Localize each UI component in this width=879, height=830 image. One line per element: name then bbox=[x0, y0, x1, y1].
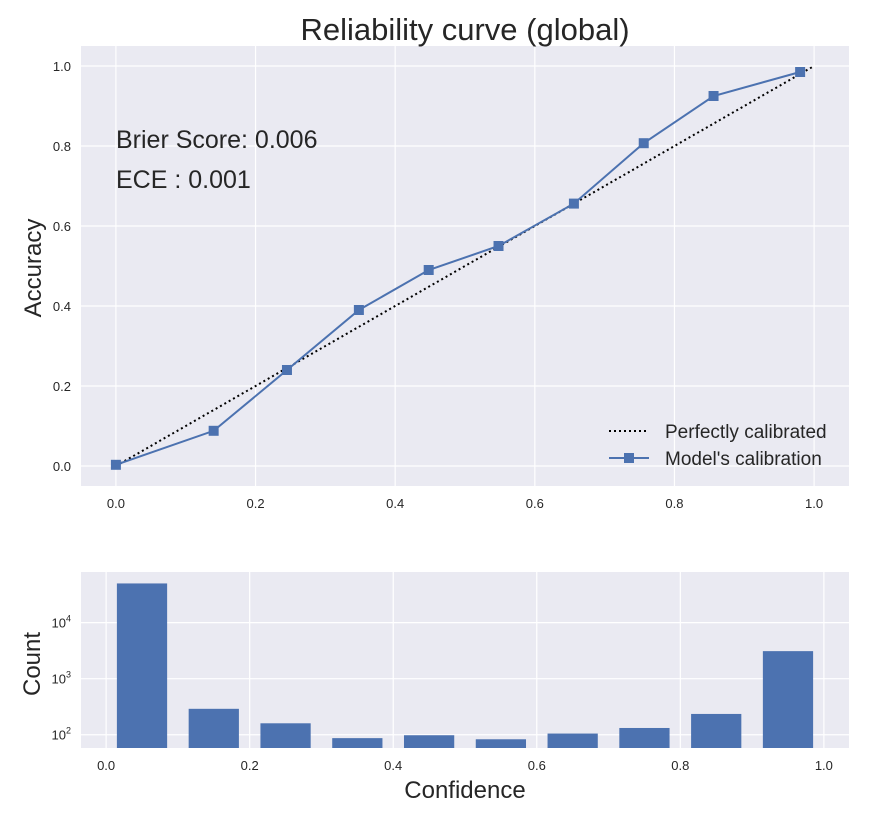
model-calibration-marker bbox=[638, 138, 649, 149]
count-bar bbox=[403, 735, 455, 748]
reliability-y-tick-label: 0.6 bbox=[53, 219, 71, 234]
reliability-y-tick-label: 0.8 bbox=[53, 139, 71, 154]
reliability-y-tick-label: 0.0 bbox=[53, 459, 71, 474]
model-calibration-marker bbox=[208, 425, 219, 436]
legend-perfect-label: Perfectly calibrated bbox=[665, 422, 827, 443]
count-bar bbox=[691, 713, 742, 748]
count-y-tick-exponent: 2 bbox=[66, 726, 71, 736]
ece-annotation: ECE : 0.001 bbox=[116, 166, 251, 194]
count-bar bbox=[547, 733, 598, 748]
count-y-tick-label: 103 bbox=[52, 670, 71, 687]
brier-score-annotation: Brier Score: 0.006 bbox=[116, 126, 318, 154]
model-calibration-marker bbox=[493, 241, 504, 251]
chart-title: Reliability curve (global) bbox=[300, 12, 629, 47]
count-y-tick-base: 10 bbox=[52, 616, 66, 631]
reliability-panel-background bbox=[81, 46, 849, 486]
count-x-tick-label: 0.8 bbox=[671, 758, 689, 773]
count-x-axis-label: Confidence bbox=[404, 777, 525, 804]
reliability-x-tick-label: 1.0 bbox=[805, 496, 823, 511]
count-y-tick-label: 104 bbox=[52, 614, 71, 631]
count-x-tick-label: 0.6 bbox=[528, 758, 546, 773]
count-x-tick-label: 0.2 bbox=[241, 758, 259, 773]
reliability-y-tick-label: 1.0 bbox=[53, 59, 71, 74]
count-y-axis-label: Count bbox=[19, 632, 46, 696]
reliability-y-tick-label: 0.2 bbox=[53, 379, 71, 394]
count-bar bbox=[619, 727, 670, 748]
count-y-tick-exponent: 3 bbox=[66, 670, 71, 680]
model-calibration-marker bbox=[708, 91, 719, 101]
count-x-tick-label: 0.4 bbox=[384, 758, 402, 773]
count-bar bbox=[332, 738, 383, 748]
count-bar bbox=[762, 651, 814, 748]
reliability-x-tick-label: 0.2 bbox=[247, 496, 265, 511]
count-y-tick-exponent: 4 bbox=[66, 614, 71, 624]
count-y-tick-base: 10 bbox=[52, 672, 66, 687]
model-calibration-line bbox=[115, 71, 801, 466]
reliability-x-tick-label: 0.0 bbox=[107, 496, 125, 511]
count-bar bbox=[116, 583, 168, 748]
reliability-x-tick-label: 0.6 bbox=[526, 496, 544, 511]
count-bar bbox=[260, 723, 311, 748]
perfectly-calibrated-line bbox=[115, 65, 815, 467]
model-calibration-marker bbox=[568, 198, 579, 209]
model-calibration-marker bbox=[110, 459, 121, 470]
legend-model-label: Model's calibration bbox=[665, 449, 822, 470]
count-x-tick-label: 0.0 bbox=[97, 758, 115, 773]
count-bar bbox=[188, 708, 239, 748]
reliability-x-tick-label: 0.8 bbox=[665, 496, 683, 511]
reliability-y-axis-label: Accuracy bbox=[20, 219, 47, 318]
reliability-x-tick-label: 0.4 bbox=[386, 496, 404, 511]
count-y-tick-label: 102 bbox=[52, 726, 71, 743]
model-calibration-marker bbox=[423, 265, 434, 275]
reliability-y-tick-label: 0.4 bbox=[53, 299, 71, 314]
count-x-tick-label: 1.0 bbox=[815, 758, 833, 773]
count-bar bbox=[475, 739, 527, 748]
count-y-tick-base: 10 bbox=[52, 728, 66, 743]
model-calibration-marker bbox=[353, 305, 364, 315]
model-calibration-marker bbox=[281, 365, 292, 375]
legend-model-swatch-marker bbox=[624, 453, 634, 463]
model-calibration-marker bbox=[795, 67, 806, 77]
